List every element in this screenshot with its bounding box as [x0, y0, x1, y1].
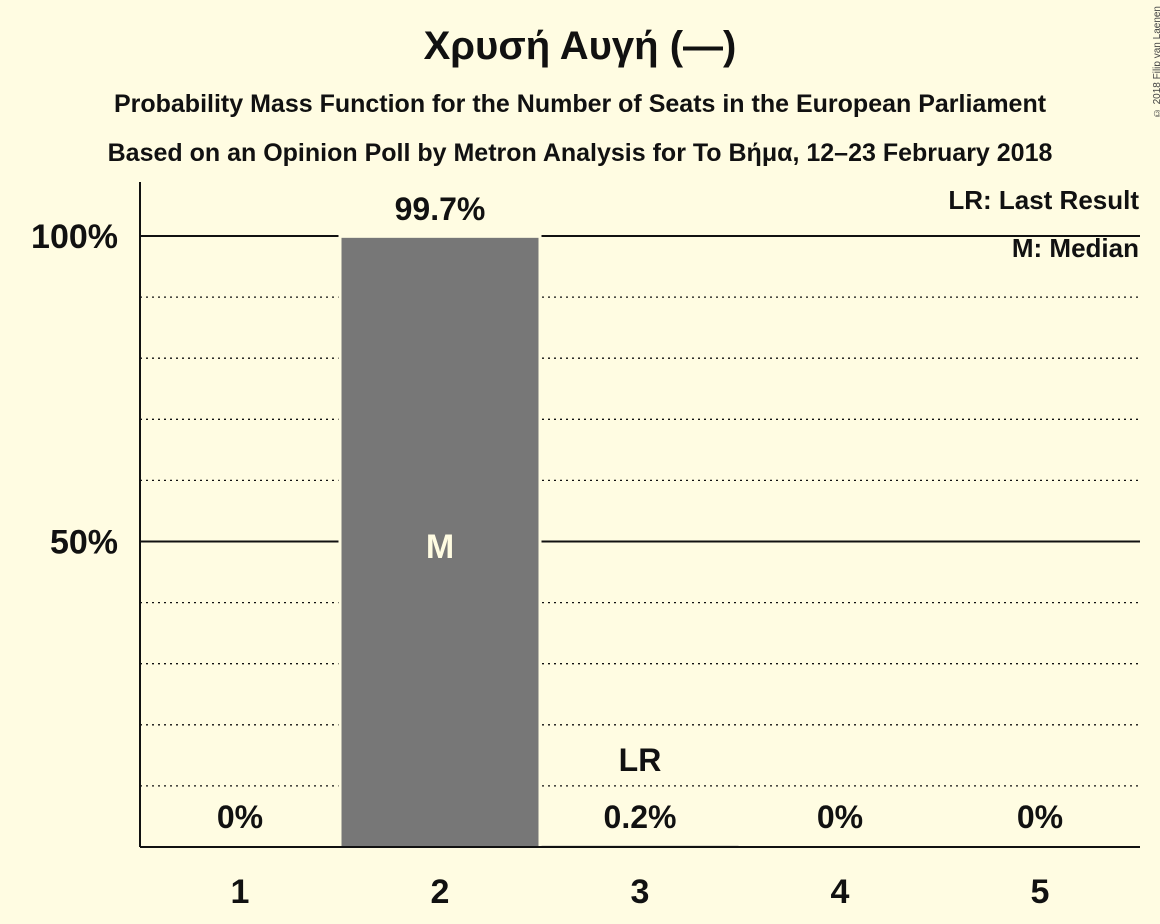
chart-subtitle-line-2: Based on an Opinion Poll by Metron Analy…: [107, 139, 1053, 167]
chart-subtitle-line-1: Probability Mass Function for the Number…: [113, 90, 1047, 118]
legend-entry: LR: Last Result: [948, 185, 1139, 215]
value-label: 99.7%: [395, 191, 486, 227]
x-tick-label: 4: [831, 873, 850, 911]
legend-entry: M: Median: [1012, 233, 1139, 263]
value-label: 0%: [817, 799, 863, 835]
x-tick-label: 1: [231, 873, 250, 911]
bar-2: [341, 237, 539, 847]
chart-title: Χρυσή Αυγή (—): [423, 24, 737, 68]
value-label: 0%: [1017, 799, 1063, 835]
y-tick-label: 50%: [50, 524, 118, 562]
value-label: 0%: [217, 799, 263, 835]
x-tick-label: 2: [431, 873, 450, 911]
last-result-marker: LR: [619, 742, 662, 778]
bar-gap: [538, 842, 742, 847]
value-label: 0.2%: [604, 799, 677, 835]
y-tick-label: 100%: [31, 218, 118, 256]
median-marker: M: [426, 528, 454, 566]
x-tick-label: 5: [1031, 873, 1050, 911]
x-tick-label: 3: [631, 873, 650, 911]
